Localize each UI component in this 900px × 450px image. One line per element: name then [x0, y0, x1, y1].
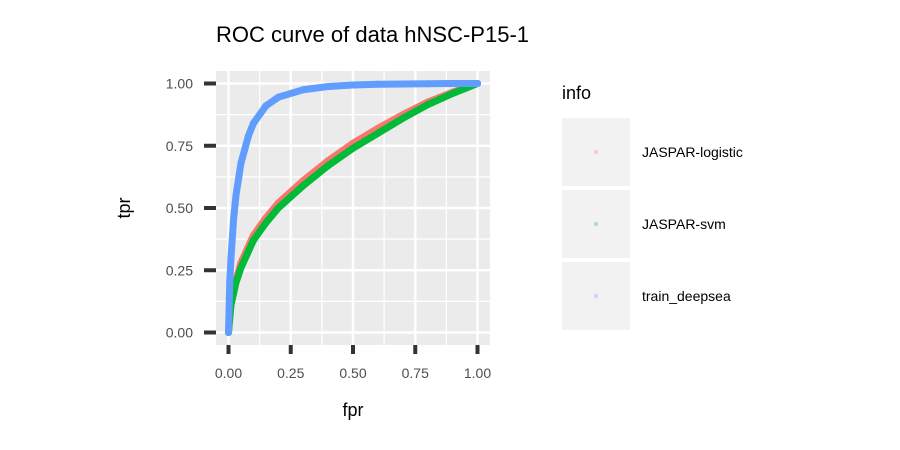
legend-title: info — [562, 83, 591, 103]
series-point-2 — [474, 80, 481, 87]
series-point-2 — [274, 93, 282, 101]
series-point-2 — [262, 102, 270, 110]
y-tick-label: 0.00 — [166, 325, 193, 341]
series-point-1 — [424, 101, 432, 109]
series-point-2 — [399, 80, 407, 88]
series-point-2 — [424, 80, 432, 88]
legend: JASPAR-logistic JASPAR-svm train_deepsea — [562, 118, 743, 330]
series-layer — [225, 80, 481, 336]
y-tick-label: 0.25 — [166, 262, 193, 278]
series-point-2 — [232, 192, 240, 200]
x-tick-label: 0.25 — [277, 365, 304, 381]
y-tick-label: 0.50 — [166, 200, 193, 216]
series-point-1 — [449, 89, 457, 97]
series-point-1 — [349, 144, 357, 152]
series-line-2 — [225, 80, 481, 336]
series-point-2 — [299, 86, 307, 94]
x-tick-label: 1.00 — [464, 365, 491, 381]
y-tick-label: 1.00 — [166, 76, 193, 92]
chart-title: ROC curve of data hNSC-P15-1 — [216, 22, 529, 47]
legend-key-dot — [593, 221, 599, 227]
series-point-1 — [299, 182, 307, 190]
x-tick-label: 0.75 — [402, 365, 429, 381]
series-point-2 — [374, 80, 382, 88]
series-point-2 — [244, 132, 252, 140]
series-point-2 — [225, 329, 232, 336]
y-tick-label: 0.75 — [166, 138, 193, 154]
series-point-1 — [237, 264, 245, 272]
series-point-2 — [349, 81, 357, 89]
x-tick-label: 0.50 — [339, 365, 366, 381]
series-point-1 — [374, 129, 382, 137]
legend-label: train_deepsea — [642, 288, 731, 304]
legend-label: JASPAR-svm — [642, 216, 726, 232]
series-point-2 — [237, 159, 245, 167]
legend-label: JASPAR-logistic — [642, 144, 743, 160]
legend-key — [562, 190, 630, 258]
series-point-1 — [262, 219, 270, 227]
legend-key-dot — [593, 149, 599, 155]
y-axis-title: tpr — [114, 197, 134, 218]
x-axis-title: fpr — [342, 400, 363, 420]
series-point-2 — [227, 254, 235, 262]
series-point-1 — [232, 279, 240, 287]
series-point-2 — [324, 82, 332, 90]
legend-key-dot — [593, 293, 599, 299]
legend-key — [562, 262, 630, 330]
series-point-1 — [324, 162, 332, 170]
series-point-2 — [249, 119, 257, 127]
series-point-1 — [274, 204, 282, 212]
legend-key — [562, 118, 630, 186]
x-tick-label: 0.00 — [215, 365, 242, 381]
axes: 0.00 0.00 0.25 0.25 0.50 0.50 0.75 0.75 1.00 1.00 — [166, 76, 492, 382]
series-point-2 — [449, 80, 457, 87]
series-point-2 — [229, 216, 237, 224]
series-point-1 — [249, 236, 257, 244]
series-point-2 — [226, 279, 234, 287]
series-point-1 — [399, 114, 407, 122]
